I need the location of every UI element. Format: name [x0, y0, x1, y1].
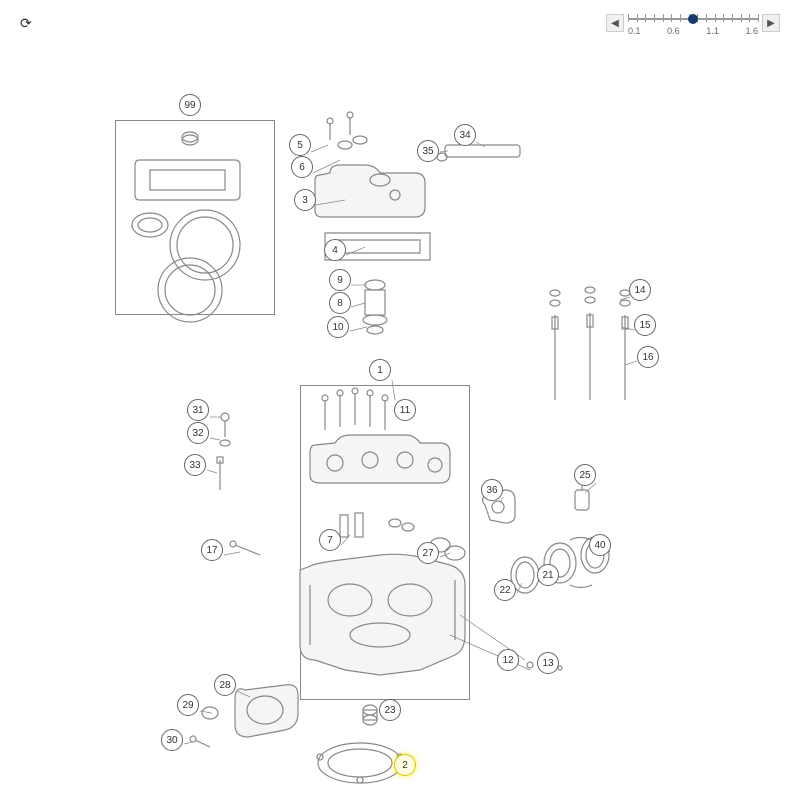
callout-2[interactable]: 2: [394, 754, 416, 776]
callout-35[interactable]: 35: [417, 140, 439, 162]
callout-34[interactable]: 34: [454, 124, 476, 146]
callout-4[interactable]: 4: [324, 239, 346, 261]
callout-5[interactable]: 5: [289, 134, 311, 156]
callout-12[interactable]: 12: [497, 649, 519, 671]
callout-40[interactable]: 40: [589, 534, 611, 556]
zoom-label: 1.1: [706, 26, 719, 36]
zoom-out-button[interactable]: ◀: [606, 14, 624, 32]
zoom-slider-handle[interactable]: [688, 14, 698, 24]
callout-11[interactable]: 11: [394, 399, 416, 421]
callout-31[interactable]: 31: [187, 399, 209, 421]
diagram-svg: [0, 45, 800, 800]
callout-33[interactable]: 33: [184, 454, 206, 476]
callout-17[interactable]: 17: [201, 539, 223, 561]
callout-6[interactable]: 6: [291, 156, 313, 178]
zoom-control: ◀ 0.1 0.6 1.1 1.6 ▶: [606, 10, 780, 36]
callout-15[interactable]: 15: [634, 314, 656, 336]
callout-28[interactable]: 28: [214, 674, 236, 696]
callout-10[interactable]: 10: [327, 316, 349, 338]
zoom-slider[interactable]: 0.1 0.6 1.1 1.6: [628, 10, 758, 36]
callout-8[interactable]: 8: [329, 292, 351, 314]
callout-30[interactable]: 30: [161, 729, 183, 751]
callout-22[interactable]: 22: [494, 579, 516, 601]
callout-29[interactable]: 29: [177, 694, 199, 716]
callout-16[interactable]: 16: [637, 346, 659, 368]
callout-23[interactable]: 23: [379, 699, 401, 721]
callout-99[interactable]: 99: [179, 94, 201, 116]
zoom-slider-labels: 0.1 0.6 1.1 1.6: [628, 26, 758, 36]
callout-1[interactable]: 1: [369, 359, 391, 381]
zoom-label: 0.1: [628, 26, 641, 36]
callout-25[interactable]: 25: [574, 464, 596, 486]
callout-7[interactable]: 7: [319, 529, 341, 551]
callout-21[interactable]: 21: [537, 564, 559, 586]
reload-icon[interactable]: ⟳: [20, 15, 32, 32]
callout-27[interactable]: 27: [417, 542, 439, 564]
zoom-in-button[interactable]: ▶: [762, 14, 780, 32]
callout-32[interactable]: 32: [187, 422, 209, 444]
zoom-label: 0.6: [667, 26, 680, 36]
toolbar: ⟳ ◀ 0.1 0.6 1.1 1.6 ▶: [0, 8, 800, 38]
parts-diagram: 9956343534981011131323314151617727362522…: [0, 45, 800, 800]
callout-3[interactable]: 3: [294, 189, 316, 211]
callout-14[interactable]: 14: [629, 279, 651, 301]
callout-36[interactable]: 36: [481, 479, 503, 501]
callout-13[interactable]: 13: [537, 652, 559, 674]
zoom-label: 1.6: [745, 26, 758, 36]
callout-9[interactable]: 9: [329, 269, 351, 291]
